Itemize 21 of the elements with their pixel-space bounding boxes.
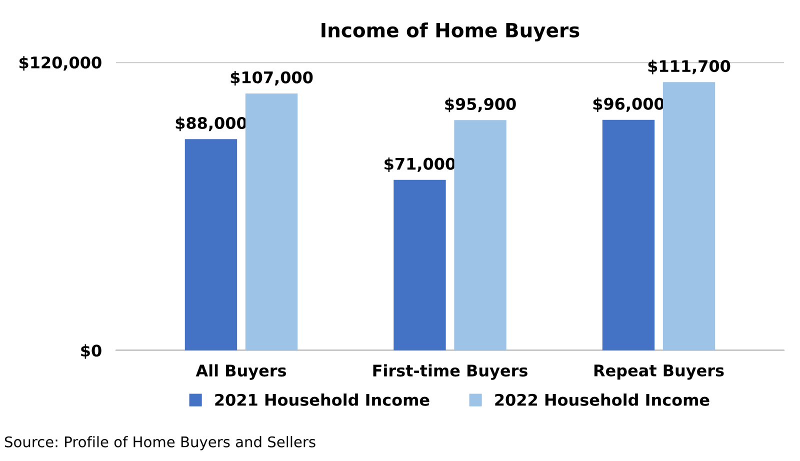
x-tick-label: First-time Buyers bbox=[373, 364, 528, 380]
data-label: $95,900 bbox=[445, 98, 516, 112]
bar bbox=[394, 180, 446, 350]
source-note: Source: Profile of Home Buyers and Sellers bbox=[4, 436, 316, 450]
bar bbox=[184, 139, 238, 350]
chart-title: Income of Home Buyers bbox=[322, 22, 580, 42]
data-label: $88,000 bbox=[176, 116, 247, 132]
bar bbox=[602, 120, 655, 350]
bar bbox=[454, 120, 506, 350]
bar bbox=[662, 82, 716, 350]
data-label: $71,000 bbox=[384, 157, 456, 172]
x-tick-label: All Buyers bbox=[196, 364, 286, 380]
bar bbox=[245, 93, 298, 350]
data-label: $111,700 bbox=[648, 60, 730, 74]
legend-label: 2021 Household Income bbox=[215, 394, 430, 406]
legend-label: 2022 Household Income bbox=[495, 394, 710, 406]
y-tick-label: $120,000 bbox=[20, 56, 102, 71]
x-tick-label: Repeat Buyers bbox=[594, 364, 724, 380]
data-label: $96,000 bbox=[593, 97, 664, 112]
y-tick-label: $0 bbox=[81, 344, 102, 359]
data-label: $107,000 bbox=[230, 71, 313, 86]
